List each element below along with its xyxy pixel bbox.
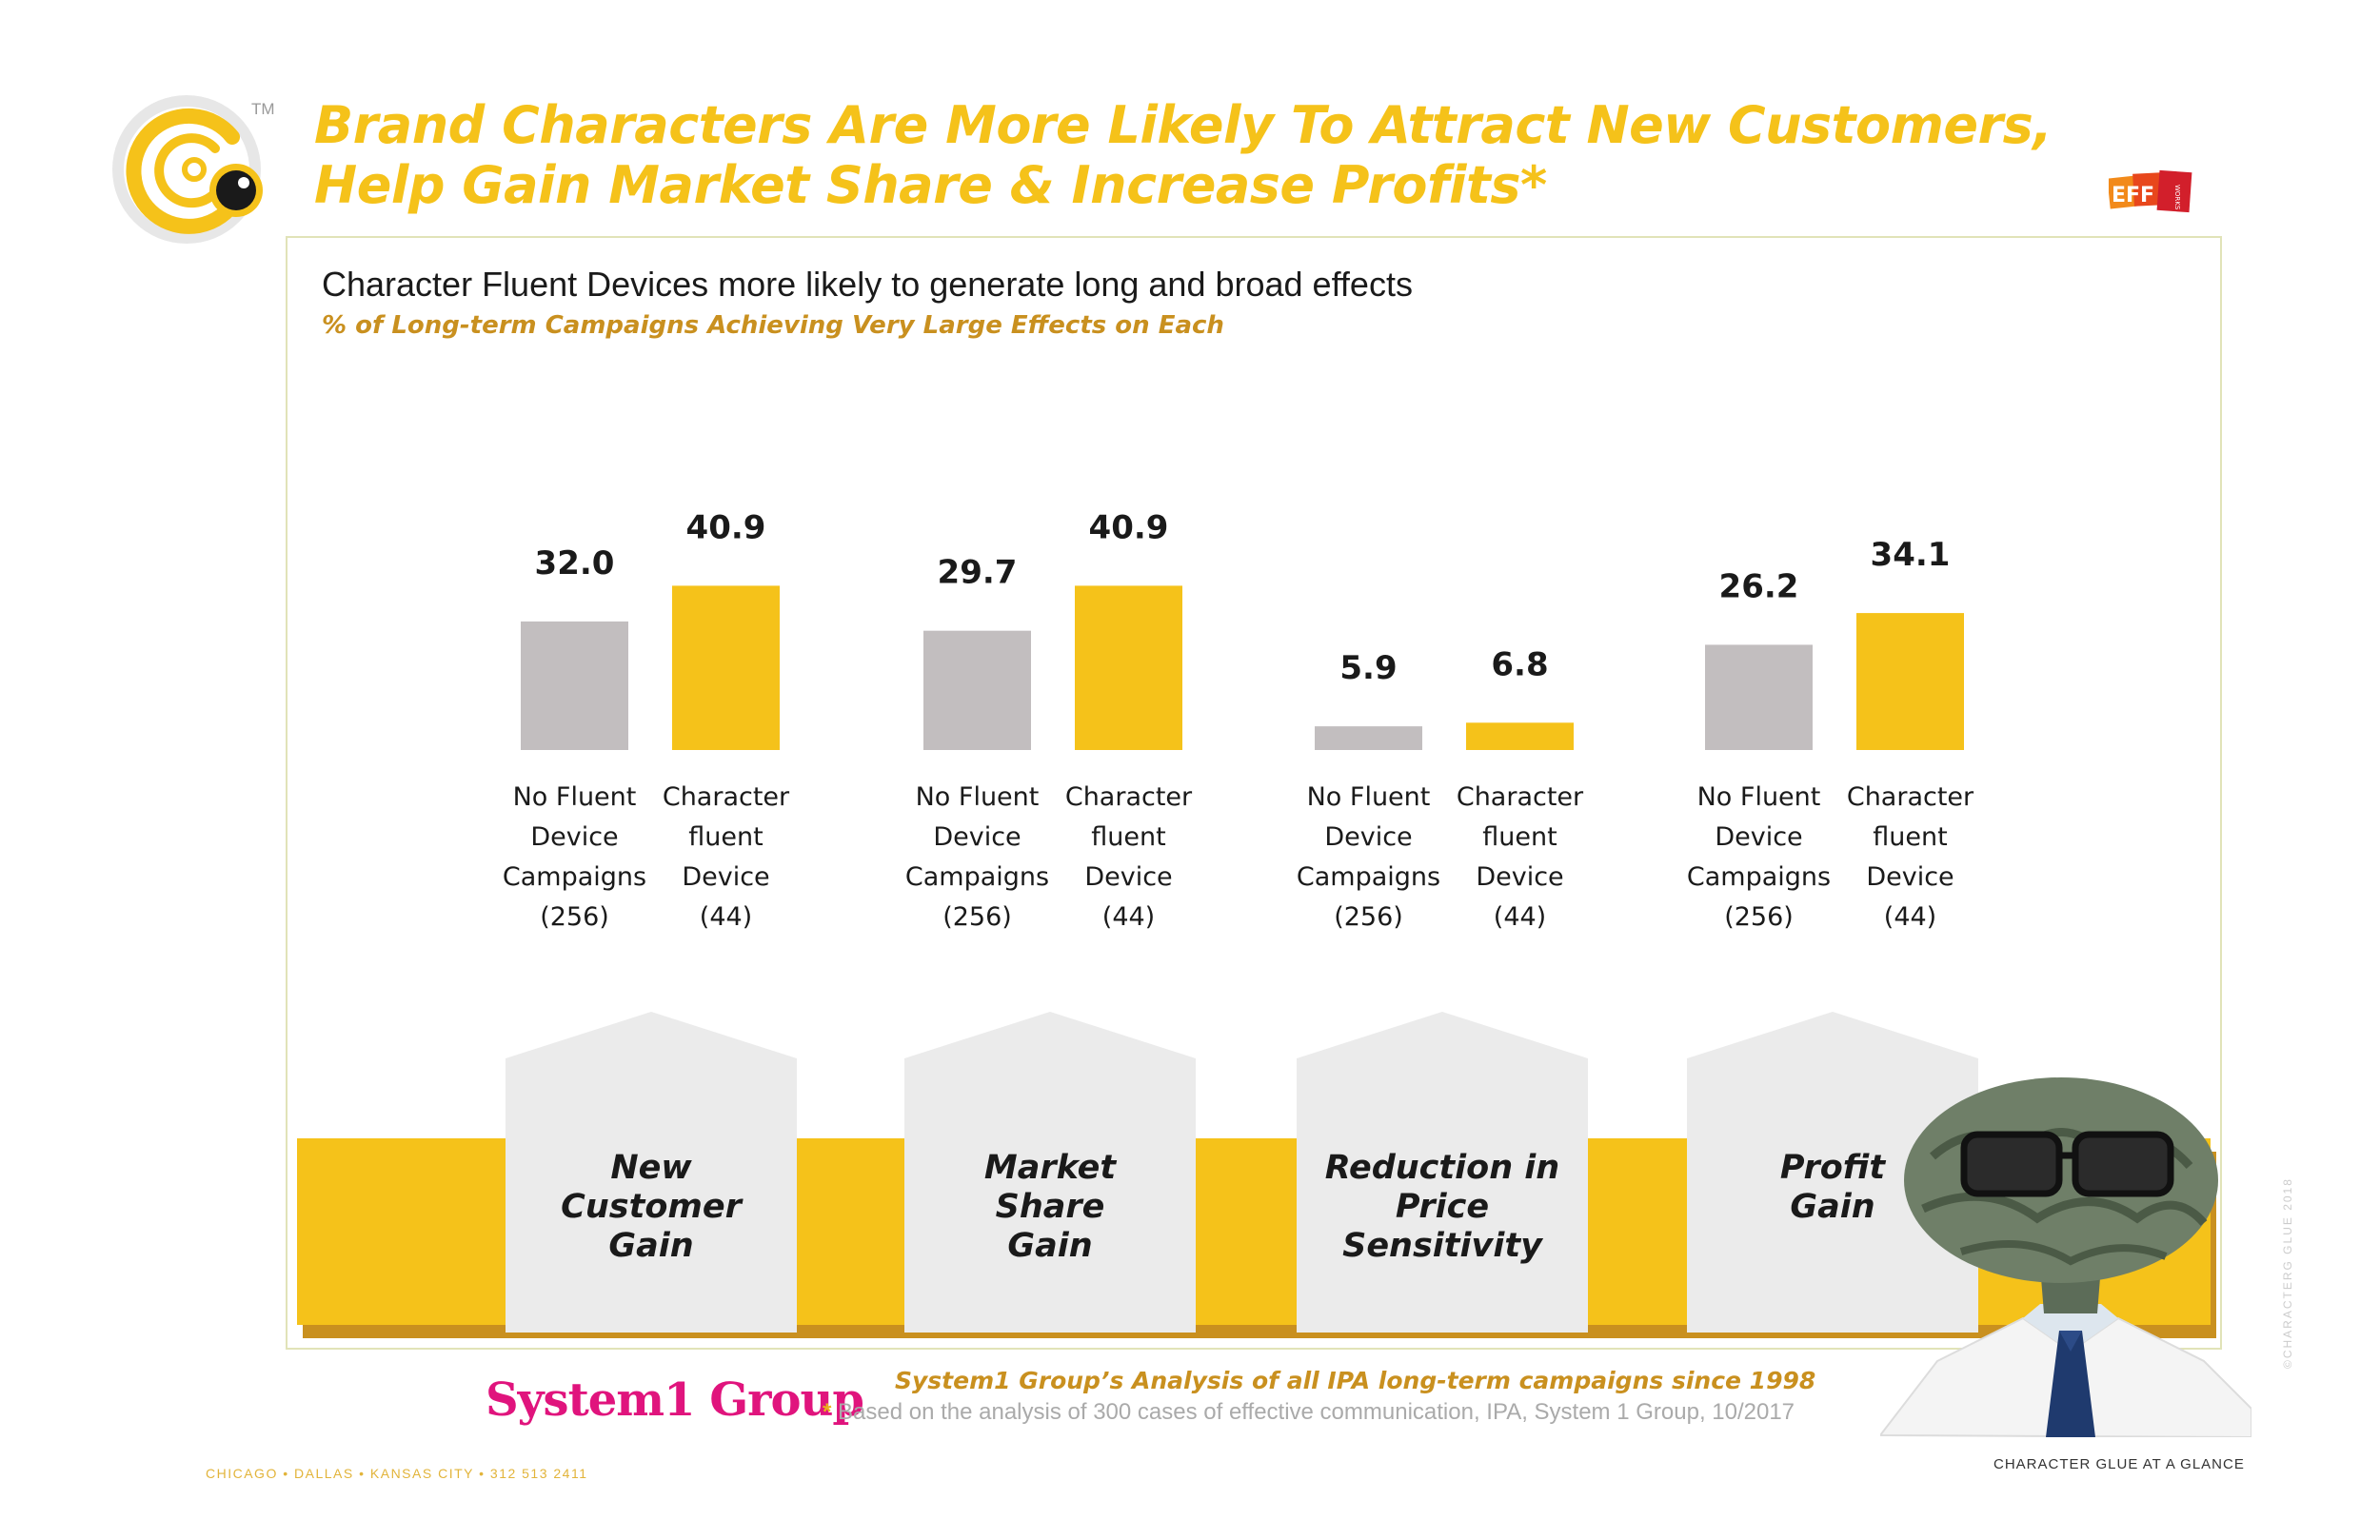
- series-label-2-1-3: (44): [1494, 902, 1546, 932]
- series-label-2-0-0: No Fluent: [1307, 782, 1431, 812]
- series-label-0-0-0: No Fluent: [513, 782, 637, 812]
- value-label-1-0: 29.7: [938, 554, 1018, 592]
- value-label-3-1: 34.1: [1871, 536, 1951, 574]
- series-label-3-1-0: Character: [1847, 782, 1974, 812]
- headline-line-1: Brand Characters Are More Likely To Attr…: [314, 95, 2053, 155]
- category-title-1-2: Gain: [1007, 1227, 1092, 1265]
- series-label-0-0-1: Device: [530, 822, 618, 852]
- category-house-0: [506, 1012, 797, 1333]
- series-label-1-1-0: Character: [1065, 782, 1193, 812]
- labels: 32.0 No Fluent Device Campaigns (256) 40.9 Cha…: [503, 508, 1974, 932]
- bar-3-0: [1705, 644, 1813, 750]
- headline-line-2: Help Gain Market Share & Increase Profit…: [314, 155, 1547, 215]
- value-label-0-1: 40.9: [686, 508, 766, 546]
- series-label-1-0-0: No Fluent: [916, 782, 1040, 812]
- category-title-3-0: Profit: [1780, 1149, 1886, 1187]
- series-label-0-0-3: (256): [540, 902, 609, 932]
- brain-mascot-icon: [1880, 1077, 2251, 1437]
- series-label-1-0-1: Device: [933, 822, 1021, 852]
- bars: [521, 585, 1964, 750]
- category-houses: NewCustomerGainMarketShareGainReduction …: [506, 1012, 1978, 1333]
- series-label-2-0-3: (256): [1334, 902, 1403, 932]
- series-label-1-0-3: (256): [942, 902, 1012, 932]
- series-label-0-0-2: Campaigns: [503, 862, 646, 892]
- series-label-3-0-3: (256): [1724, 902, 1794, 932]
- series-label-3-0-1: Device: [1715, 822, 1802, 852]
- category-title-0-0: New: [610, 1149, 692, 1187]
- category-title-2-1: Price: [1396, 1188, 1489, 1226]
- category-title-1-0: Market: [984, 1149, 1117, 1187]
- category-house-3: [1687, 1012, 1978, 1333]
- series-label-0-1-3: (44): [700, 902, 752, 932]
- category-title-2-0: Reduction in: [1325, 1149, 1559, 1187]
- category-title-1-1: Share: [996, 1188, 1105, 1226]
- bar-1-0: [923, 630, 1031, 750]
- series-label-1-1-3: (44): [1102, 902, 1155, 932]
- value-label-1-1: 40.9: [1089, 508, 1169, 546]
- copyright: ©CHARACTERG GLUE 2018: [2281, 1177, 2294, 1369]
- panel-measure: % of Long-term Campaigns Achieving Very …: [322, 311, 1224, 340]
- chart-panel: [286, 236, 2222, 1350]
- analysis-note: System1 Group’s Analysis of all IPA long…: [895, 1367, 1816, 1394]
- footnote: * Based on the analysis of 300 cases of …: [823, 1399, 1795, 1426]
- value-label-3-0: 26.2: [1719, 567, 1799, 605]
- value-label-2-0: 5.9: [1339, 649, 1397, 687]
- series-label-3-0-2: Campaigns: [1687, 862, 1831, 892]
- category-house-1: [904, 1012, 1196, 1333]
- series-label-2-1-1: fluent: [1482, 822, 1557, 852]
- series-label-2-0-1: Device: [1324, 822, 1412, 852]
- category-title-3-1: Gain: [1790, 1188, 1874, 1226]
- series-label-2-0-2: Campaigns: [1297, 862, 1440, 892]
- system1-group-logo: System1 Group: [486, 1373, 864, 1427]
- series-label-0-1-0: Character: [663, 782, 790, 812]
- panel-subtitle: Character Fluent Devices more likely to …: [322, 265, 1413, 304]
- bar-2-1: [1466, 722, 1574, 750]
- character-glue-logo-icon: [112, 95, 263, 244]
- series-label-1-1-2: Device: [1084, 862, 1172, 892]
- category-title-0-2: Gain: [608, 1227, 693, 1265]
- category-title-2-2: Sensitivity: [1342, 1227, 1544, 1265]
- eff-works-logo-icon: EFF WORKS: [2109, 169, 2192, 213]
- category-title-0-1: Customer: [561, 1188, 744, 1226]
- series-label-2-1-0: Character: [1457, 782, 1584, 812]
- bar-0-1: [672, 585, 780, 750]
- partner-logo-small: WORKS: [2173, 185, 2181, 210]
- value-label-0-0: 32.0: [535, 544, 615, 582]
- series-label-1-1-1: fluent: [1091, 822, 1165, 852]
- value-label-2-1: 6.8: [1491, 645, 1548, 683]
- series-label-3-1-2: Device: [1866, 862, 1954, 892]
- bar-1-1: [1075, 585, 1182, 750]
- bar-0-0: [521, 621, 628, 750]
- contact-line: CHICAGO • DALLAS • KANSAS CITY • 312 513…: [206, 1466, 588, 1481]
- series-label-3-1-1: fluent: [1873, 822, 1947, 852]
- partner-logo-text: EFF: [2112, 184, 2154, 207]
- series-label-1-0-2: Campaigns: [905, 862, 1049, 892]
- bar-2-0: [1315, 726, 1422, 750]
- series-label-3-1-3: (44): [1884, 902, 1936, 932]
- category-house-2: [1297, 1012, 1588, 1333]
- series-label-0-1-2: Device: [682, 862, 769, 892]
- bar-3-1: [1856, 613, 1964, 750]
- tagline: CHARACTER GLUE AT A GLANCE: [1993, 1456, 2245, 1472]
- footnote-star: *: [823, 1399, 832, 1425]
- trademark: TM: [251, 100, 275, 118]
- series-label-3-0-0: No Fluent: [1697, 782, 1821, 812]
- series-label-2-1-2: Device: [1476, 862, 1563, 892]
- footnote-text: Based on the analysis of 300 cases of ef…: [838, 1399, 1795, 1425]
- series-label-0-1-1: fluent: [688, 822, 763, 852]
